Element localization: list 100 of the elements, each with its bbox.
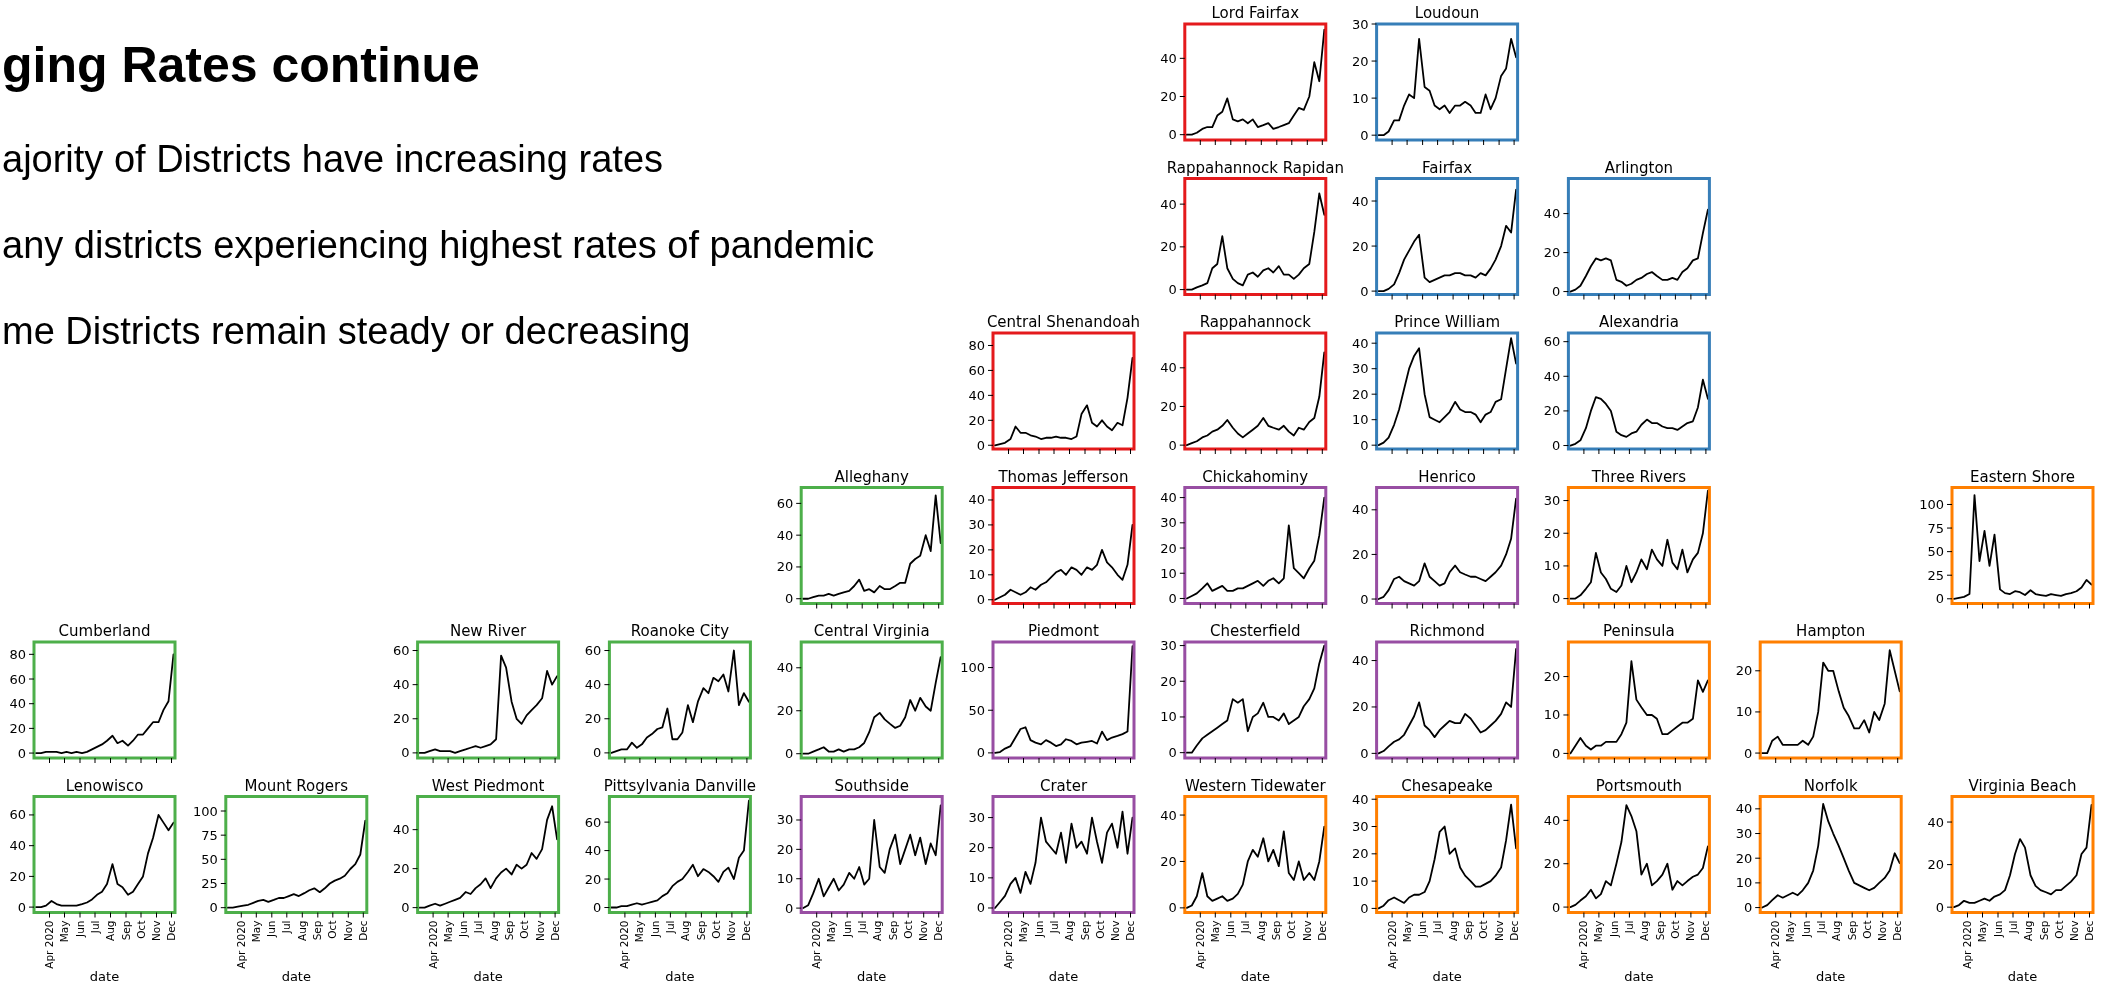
x-axis-title: date (1240, 968, 1270, 984)
y-tick-label: 40 (1160, 50, 1177, 66)
x-tick-label: Jul (2006, 920, 2019, 935)
y-tick-label: 20 (1543, 669, 1561, 685)
x-tick-label: May (633, 920, 646, 943)
x-tick-label: Jul (1239, 920, 1252, 935)
x-tick-label: Oct (326, 920, 339, 939)
y-tick-label: 0 (1935, 899, 1944, 915)
y-tick-label: 30 (968, 810, 985, 826)
chart-title: Portsmouth (1595, 776, 1683, 795)
x-tick-label: May (1400, 920, 1413, 943)
x-tick-label: May (1592, 920, 1605, 943)
chart-title: West Piedmont (431, 776, 545, 795)
x-tick-label: Nov (917, 920, 930, 941)
x-tick-label: Sep (1078, 920, 1091, 941)
y-tick-label: 20 (9, 720, 26, 736)
y-tick-label: 40 (393, 822, 410, 838)
y-tick-label: 0 (1360, 591, 1369, 607)
y-tick-label: 10 (1352, 412, 1369, 428)
chart-title: Alleghany (834, 467, 910, 486)
text: me Districts remain steady or decreasing (2, 310, 691, 352)
x-tick-label: Dec (1699, 920, 1712, 941)
chart-title: Lenowisco (65, 776, 144, 795)
y-tick-label: 20 (1352, 699, 1369, 715)
y-tick-label: 60 (584, 814, 602, 830)
y-tick-label: 0 (209, 900, 218, 916)
x-tick-label: Dec (165, 920, 177, 941)
x-tick-label: Dec (2083, 920, 2095, 941)
y-tick-label: 0 (1168, 745, 1177, 761)
y-tick-label: 0 (784, 900, 794, 916)
x-tick-label: May (1784, 920, 1797, 943)
y-tick-label: 0 (976, 437, 985, 453)
y-tick-label: 30 (1352, 361, 1369, 377)
x-tick-label: Dec (740, 920, 753, 941)
x-tick-label: Jun (1416, 920, 1429, 938)
y-tick-label: 0 (1360, 127, 1369, 143)
y-tick-label: 10 (1352, 90, 1369, 106)
y-tick-label: 10 (1352, 873, 1369, 889)
chart-title: Prince William (1394, 313, 1501, 331)
x-tick-label: Dec (1507, 920, 1520, 941)
y-tick-label: 10 (1160, 565, 1177, 581)
y-tick-label: 20 (968, 542, 985, 558)
x-tick-label: May (58, 920, 70, 943)
y-tick-label: 0 (784, 591, 794, 607)
y-tick-label: 0 (401, 745, 410, 761)
y-tick-label: 20 (1352, 53, 1369, 69)
chart-title: Southside (834, 776, 909, 795)
x-tick-label: Dec (1891, 920, 1904, 941)
chart-title: Alexandria (1598, 313, 1679, 331)
y-tick-label: 0 (1360, 437, 1369, 453)
x-tick-label: Nov (1876, 920, 1889, 941)
x-tick-label: Jul (663, 920, 676, 935)
y-tick-label: 0 (593, 900, 602, 916)
x-axis-title: date (1432, 968, 1462, 984)
x-tick-label: Apr 2020 (1385, 920, 1398, 969)
x-axis-title: date (2007, 968, 2038, 984)
chart-title: Arlington (1604, 158, 1674, 177)
x-tick-label: Jun (1607, 920, 1620, 938)
x-tick-label: Sep (1653, 920, 1666, 941)
y-tick-label: 0 (1935, 591, 1944, 607)
text: ajority of Districts have increasing rates (2, 138, 664, 180)
chart-title: Henrico (1418, 467, 1476, 486)
y-tick-label: 0 (1743, 745, 1753, 761)
x-tick-label: Apr 2020 (810, 920, 823, 969)
y-tick-label: 30 (1352, 819, 1369, 835)
x-tick-label: Sep (311, 920, 324, 941)
x-axis-title: date (1816, 968, 1846, 984)
y-tick-label: 10 (1160, 709, 1177, 725)
y-tick-label: 100 (1919, 496, 1944, 512)
y-tick-label: 10 (968, 567, 985, 583)
y-tick-label: 60 (776, 495, 794, 511)
y-tick-label: 0 (1552, 899, 1561, 915)
x-axis-title: date (473, 968, 503, 984)
chart-title: Fairfax (1422, 158, 1473, 177)
x-tick-label: Jun (840, 920, 853, 938)
y-tick-label: 40 (1352, 335, 1369, 351)
x-tick-label: Jul (472, 920, 485, 935)
y-tick-label: 50 (968, 702, 985, 718)
y-tick-label: 100 (192, 803, 218, 819)
y-tick-label: 0 (401, 900, 410, 916)
chart-title: Central Shenandoah (986, 313, 1141, 331)
x-tick-label: Sep (2037, 920, 2050, 941)
x-tick-label: Apr 2020 (426, 920, 439, 969)
chart-title: Virginia Beach (1968, 776, 2077, 795)
y-tick-label: 10 (1735, 704, 1753, 720)
y-tick-label: 10 (968, 870, 985, 886)
x-tick-label: Jul (1814, 920, 1827, 935)
x-tick-label: Jun (648, 920, 661, 938)
y-tick-label: 0 (17, 899, 26, 915)
chart-title: Eastern Shore (1969, 467, 2076, 486)
x-tick-label: Jul (1622, 920, 1635, 935)
y-tick-label: 20 (1352, 546, 1369, 562)
y-tick-label: 40 (1160, 360, 1177, 376)
chart-title: Western Tidewater (1184, 776, 1327, 795)
y-tick-label: 10 (1543, 707, 1561, 723)
x-tick-label: Jul (1431, 920, 1444, 935)
y-tick-label: 0 (1552, 284, 1561, 300)
chart-title: Peninsula (1603, 622, 1675, 640)
x-axis-title: date (665, 968, 695, 984)
y-tick-label: 40 (1160, 807, 1177, 823)
